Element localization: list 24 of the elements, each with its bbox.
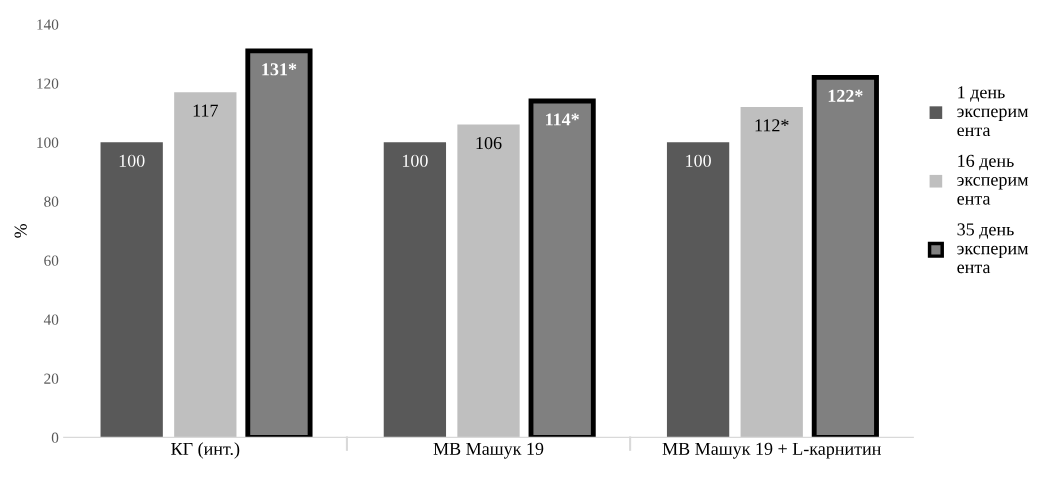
y-tick-label: 40 <box>43 314 59 325</box>
data-label: 100 <box>119 154 145 167</box>
y-tick-label: 0 <box>51 432 59 443</box>
legend-label: 35 день эксперим ента <box>957 223 1029 274</box>
data-label: 106 <box>476 136 502 150</box>
data-label: 122* <box>828 89 863 102</box>
data-label: 100 <box>402 154 428 167</box>
y-tick-label: 140 <box>37 19 59 30</box>
x-tick-label: МВ Машук 19 + L-карнитин <box>662 442 881 459</box>
data-label: 114* <box>546 113 579 126</box>
y-tick-label: 60 <box>44 255 59 266</box>
legend-label: 1 день эксперим ента <box>957 86 1029 137</box>
data-label: 112* <box>755 119 789 132</box>
x-tick-label: КГ (инт.) <box>171 442 240 459</box>
y-tick-label: 80 <box>44 196 59 207</box>
data-label: 100 <box>686 154 711 167</box>
x-tick-label: МВ Машук 19 <box>433 442 544 459</box>
y-tick-label: 20 <box>44 373 59 384</box>
y-tick-label: 100 <box>37 137 59 148</box>
data-label: 131* <box>262 63 297 76</box>
legend-label: 16 день эксперим ента <box>957 154 1029 205</box>
y-axis-title: % <box>14 223 27 238</box>
data-label: 117 <box>193 104 218 117</box>
y-tick-label: 120 <box>37 78 59 89</box>
